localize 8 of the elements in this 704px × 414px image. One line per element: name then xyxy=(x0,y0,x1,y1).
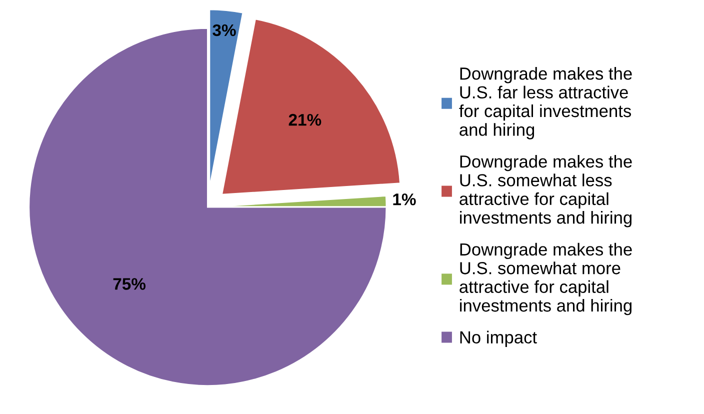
data-label: 75% xyxy=(113,278,146,290)
legend-label: Downgrade makes the U.S. somewhat more attractive for capital investments and hiring xyxy=(460,242,632,316)
data-label: 3% xyxy=(212,24,236,36)
data-label: 21% xyxy=(288,114,322,126)
legend-label: Downgrade makes the U.S. somewhat less attractive for capital investments and hiring xyxy=(460,154,632,228)
legend-label: No impact xyxy=(460,330,537,347)
data-label: 1% xyxy=(393,194,416,206)
legend-label: Downgrade makes the U.S. far less attractive for capital investments and hiring xyxy=(459,67,632,140)
